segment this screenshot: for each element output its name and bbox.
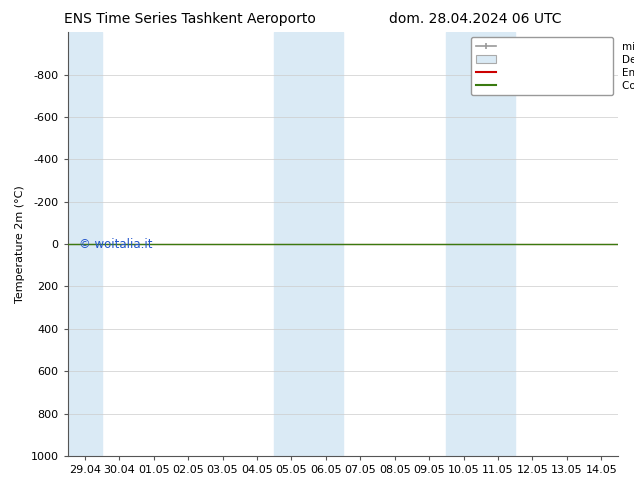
Text: ENS Time Series Tashkent Aeroporto: ENS Time Series Tashkent Aeroporto bbox=[64, 12, 316, 26]
Bar bbox=[274, 32, 343, 456]
Bar bbox=[446, 32, 515, 456]
Bar bbox=[68, 32, 102, 456]
Text: © woitalia.it: © woitalia.it bbox=[79, 238, 152, 250]
Text: dom. 28.04.2024 06 UTC: dom. 28.04.2024 06 UTC bbox=[389, 12, 562, 26]
Y-axis label: Temperature 2m (°C): Temperature 2m (°C) bbox=[15, 185, 25, 303]
Legend: min/max, Deviazione standard, Ensemble mean run, Controll run: min/max, Deviazione standard, Ensemble m… bbox=[472, 37, 613, 95]
